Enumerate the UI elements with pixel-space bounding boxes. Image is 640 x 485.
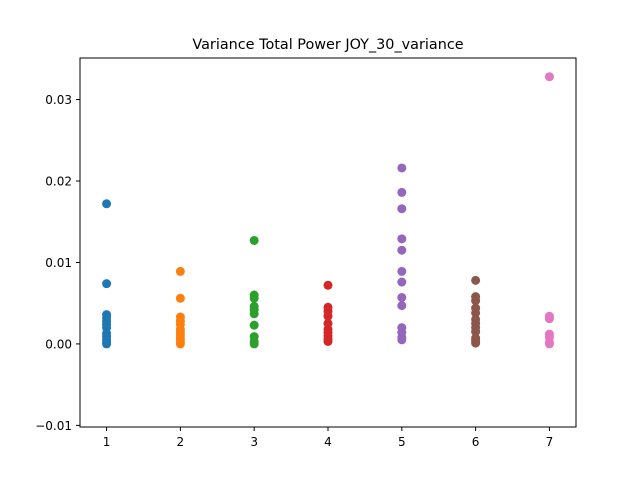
points-layer — [102, 72, 554, 349]
data-point-4-1 — [323, 280, 333, 290]
data-point-6-9 — [471, 327, 481, 337]
data-point-5-5 — [397, 245, 407, 255]
axes-layer: 1 2 3 4 5 6 7 −0.01 0.00 0.01 0.02 0.03 — [35, 57, 577, 449]
data-point-3-3 — [249, 293, 259, 303]
data-point-1-12 — [102, 339, 112, 349]
y-tick-label-4: 0.02 — [45, 175, 72, 189]
data-point-1-2 — [102, 279, 112, 289]
x-tick-label-7: 7 — [546, 435, 554, 449]
data-point-7-7 — [544, 339, 554, 349]
data-point-7-3 — [544, 314, 554, 324]
data-point-5-6 — [397, 266, 407, 276]
data-point-5-7 — [397, 277, 407, 287]
x-tick-label-4: 4 — [324, 435, 332, 449]
y-tick-label-2: 0.00 — [45, 337, 72, 351]
data-point-5-9 — [397, 301, 407, 311]
data-point-6-3 — [471, 296, 481, 306]
data-point-6-1 — [471, 275, 481, 285]
data-point-4-10 — [323, 336, 333, 346]
data-point-6-5 — [471, 308, 481, 318]
x-tick-label-5: 5 — [398, 435, 406, 449]
data-point-5-1 — [397, 163, 407, 173]
data-point-5-13 — [397, 335, 407, 345]
x-tick-label-6: 6 — [472, 435, 480, 449]
y-tick-label-5: 0.03 — [45, 93, 72, 107]
x-tick-label-2: 2 — [177, 435, 185, 449]
y-tick-label-1: −0.01 — [35, 419, 72, 433]
y-tick-label-3: 0.01 — [45, 256, 72, 270]
data-point-3-7 — [249, 320, 259, 330]
data-point-3-6 — [249, 309, 259, 319]
data-point-5-2 — [397, 187, 407, 197]
x-tick-label-3: 3 — [250, 435, 258, 449]
data-point-5-3 — [397, 204, 407, 214]
chart-title: Variance Total Power JOY_30_variance — [192, 37, 463, 53]
data-point-4-4 — [323, 311, 333, 321]
data-point-5-8 — [397, 292, 407, 302]
data-point-2-11 — [175, 339, 185, 349]
data-point-1-1 — [102, 199, 112, 209]
data-point-5-4 — [397, 234, 407, 244]
data-point-3-10 — [249, 339, 259, 349]
x-tick-label-1: 1 — [103, 435, 111, 449]
data-point-2-1 — [175, 266, 185, 276]
data-point-6-12 — [471, 338, 481, 348]
data-point-7-1 — [544, 72, 554, 82]
data-point-3-1 — [249, 235, 259, 245]
data-point-2-2 — [175, 293, 185, 303]
